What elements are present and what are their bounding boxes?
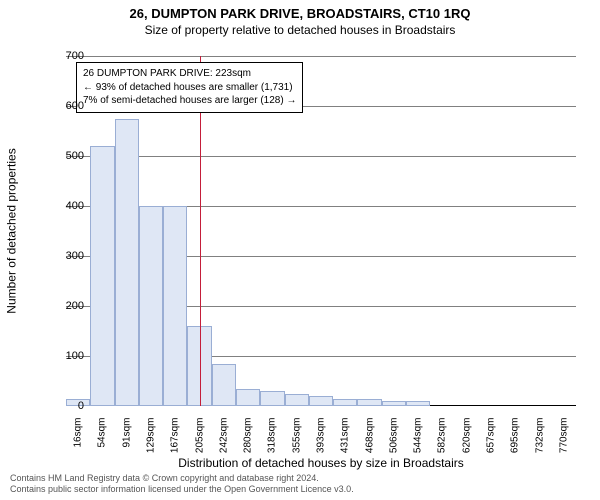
x-tick-label: 770sqm [558, 418, 569, 468]
histogram-bar [406, 401, 430, 406]
y-tick-label: 600 [54, 100, 84, 112]
histogram-bar [382, 401, 406, 406]
chart-subtitle: Size of property relative to detached ho… [0, 21, 600, 37]
y-tick-label: 300 [54, 250, 84, 262]
x-tick-label: 468sqm [364, 418, 375, 468]
histogram-bar [285, 394, 309, 407]
y-tick-label: 400 [54, 200, 84, 212]
x-tick-label: 167sqm [170, 418, 181, 468]
histogram-bar [212, 364, 236, 407]
histogram-bar [115, 119, 139, 407]
x-tick-label: 431sqm [340, 418, 351, 468]
x-tick-label: 280sqm [243, 418, 254, 468]
chart-title: 26, DUMPTON PARK DRIVE, BROADSTAIRS, CT1… [0, 0, 600, 21]
x-tick-label: 506sqm [388, 418, 399, 468]
histogram-bar [260, 391, 284, 406]
x-tick-label: 54sqm [97, 418, 108, 468]
x-tick-label: 393sqm [316, 418, 327, 468]
y-axis-label-wrap: Number of detached properties [4, 56, 20, 406]
histogram-bar [236, 389, 260, 407]
footer-line1: Contains HM Land Registry data © Crown c… [10, 473, 354, 485]
gridline [66, 56, 576, 57]
x-tick-label: 318sqm [267, 418, 278, 468]
y-axis-label: Number of detached properties [5, 148, 19, 313]
callout-line1: 26 DUMPTON PARK DRIVE: 223sqm [83, 67, 296, 81]
x-tick-label: 732sqm [534, 418, 545, 468]
x-tick-label: 355sqm [291, 418, 302, 468]
footer-line2: Contains public sector information licen… [10, 484, 354, 496]
histogram-bar [333, 399, 357, 407]
callout-line2: ← 93% of detached houses are smaller (1,… [83, 81, 296, 95]
x-tick-label: 582sqm [437, 418, 448, 468]
x-tick-label: 544sqm [413, 418, 424, 468]
x-tick-label: 242sqm [218, 418, 229, 468]
x-tick-label: 129sqm [146, 418, 157, 468]
y-tick-label: 200 [54, 300, 84, 312]
x-tick-label: 695sqm [510, 418, 521, 468]
histogram-bar [90, 146, 114, 406]
x-tick-label: 205sqm [194, 418, 205, 468]
histogram-bar [139, 206, 163, 406]
y-tick-label: 500 [54, 150, 84, 162]
histogram-bar [163, 206, 187, 406]
x-tick-label: 657sqm [486, 418, 497, 468]
attribution-footer: Contains HM Land Registry data © Crown c… [10, 473, 354, 496]
callout-line3: 7% of semi-detached houses are larger (1… [83, 94, 296, 108]
marker-callout: 26 DUMPTON PARK DRIVE: 223sqm ← 93% of d… [76, 62, 303, 113]
histogram-bar [357, 399, 381, 407]
x-tick-label: 91sqm [121, 418, 132, 468]
plot-area: 26 DUMPTON PARK DRIVE: 223sqm ← 93% of d… [66, 56, 576, 406]
chart-container: 26, DUMPTON PARK DRIVE, BROADSTAIRS, CT1… [0, 0, 600, 500]
y-tick-label: 0 [54, 400, 84, 412]
x-tick-label: 620sqm [461, 418, 472, 468]
y-tick-label: 700 [54, 50, 84, 62]
x-tick-label: 16sqm [73, 418, 84, 468]
histogram-bar [309, 396, 333, 406]
gridline [66, 156, 576, 157]
y-tick-label: 100 [54, 350, 84, 362]
